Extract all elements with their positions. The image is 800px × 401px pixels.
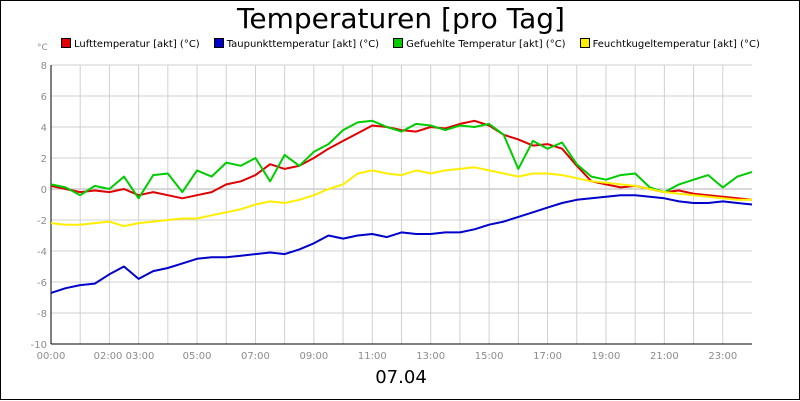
legend-item-1: Lufttemperatur [akt] (°C): [61, 38, 200, 50]
legend-swatch: [579, 38, 590, 48]
y-tick-label: 4: [41, 123, 47, 134]
legend-swatch: [213, 38, 224, 48]
y-tick-label: 8: [41, 61, 47, 72]
x-tick-label: 21:00: [650, 351, 679, 362]
chart-title: Temperaturen [pro Tag]: [237, 2, 565, 35]
y-tick-label: -2: [37, 216, 47, 227]
legend: Lufttemperatur [akt] (°C) Taupunkttempera…: [61, 38, 774, 53]
legend-item-2: Taupunkttemperatur [akt] (°C): [213, 38, 380, 50]
y-tick-label: 2: [41, 154, 47, 165]
series-line-2: [50, 194, 753, 294]
legend-item-3: Gefuehlte Temperatur [akt] (°C): [393, 38, 566, 50]
x-tick-label: 13:00: [416, 351, 445, 362]
series-line-4: [50, 166, 752, 228]
x-axis-date-label: 07.04: [375, 367, 427, 388]
x-tick-label: 09:00: [299, 351, 328, 362]
y-tick-label: -8: [37, 309, 47, 320]
x-tick-label: 02:00 03:00: [94, 351, 155, 362]
x-tick-label: 00:00: [37, 351, 66, 362]
y-tick-label: 6: [41, 92, 47, 103]
y-tick-label: 0: [41, 185, 47, 196]
x-tick-label: 11:00: [358, 351, 387, 362]
x-tick-label: 05:00: [183, 351, 212, 362]
series-line-3: [50, 119, 753, 200]
legend-label: Feuchtkugeltemperatur [akt] (°C): [592, 39, 760, 50]
x-tick-label: 23:00: [708, 351, 737, 362]
y-tick-label: -6: [37, 278, 47, 289]
y-unit-label: °C: [37, 43, 48, 53]
x-tick-label: 07:00: [241, 351, 270, 362]
legend-swatch: [393, 38, 404, 48]
x-tick-label: 17:00: [533, 351, 562, 362]
legend-label: Taupunkttemperatur [akt] (°C): [226, 39, 380, 50]
legend-item-4: Feuchtkugeltemperatur [akt] (°C): [579, 38, 760, 50]
x-tick-label: 19:00: [592, 351, 621, 362]
x-tick-label: 15:00: [475, 351, 504, 362]
y-tick-label: -10: [31, 340, 47, 351]
legend-label: Gefuehlte Temperatur [akt] (°C): [406, 39, 566, 50]
legend-label: Lufttemperatur [akt] (°C): [74, 39, 200, 50]
y-tick-label: -4: [37, 247, 47, 258]
legend-swatch: [61, 38, 71, 48]
